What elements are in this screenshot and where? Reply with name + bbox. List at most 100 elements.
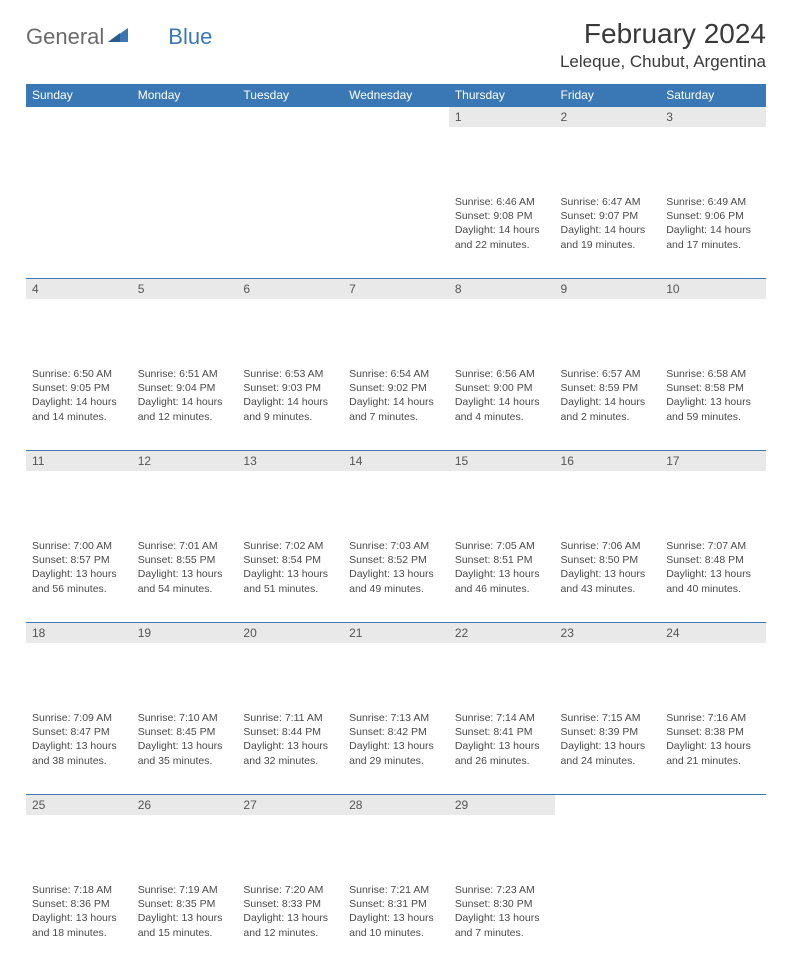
week-body-row: Sunrise: 6:46 AMSunset: 9:08 PMDaylight:… [26,192,766,278]
day-number-cell: 5 [132,278,238,364]
day-body-cell: Sunrise: 7:19 AMSunset: 8:35 PMDaylight:… [132,880,238,966]
day-number: 23 [555,622,661,643]
day-body-cell: Sunrise: 7:11 AMSunset: 8:44 PMDaylight:… [237,708,343,794]
day-number-cell: 9 [555,278,661,364]
day-body-cell: Sunrise: 7:23 AMSunset: 8:30 PMDaylight:… [449,880,555,966]
day-number: 27 [237,794,343,815]
day-body-cell [660,880,766,966]
week-number-row: 123 [26,106,766,192]
day-body: Sunrise: 7:23 AMSunset: 8:30 PMDaylight:… [449,880,555,946]
day-body: Sunrise: 6:57 AMSunset: 8:59 PMDaylight:… [555,364,661,430]
day-number-cell: 1 [449,106,555,192]
day-number-cell: 7 [343,278,449,364]
day-number: 24 [660,622,766,643]
day-number-cell: 11 [26,450,132,536]
day-header: Thursday [449,84,555,106]
day-body-cell: Sunrise: 6:53 AMSunset: 9:03 PMDaylight:… [237,364,343,450]
day-number-cell: 8 [449,278,555,364]
day-body: Sunrise: 6:58 AMSunset: 8:58 PMDaylight:… [660,364,766,430]
day-number-cell: 17 [660,450,766,536]
day-number-cell: 25 [26,794,132,880]
day-body-cell: Sunrise: 6:47 AMSunset: 9:07 PMDaylight:… [555,192,661,278]
day-body: Sunrise: 7:20 AMSunset: 8:33 PMDaylight:… [237,880,343,946]
day-number: 13 [237,450,343,471]
day-number [237,106,343,127]
day-number: 17 [660,450,766,471]
day-number-cell: 22 [449,622,555,708]
day-body: Sunrise: 7:16 AMSunset: 8:38 PMDaylight:… [660,708,766,774]
day-body: Sunrise: 7:21 AMSunset: 8:31 PMDaylight:… [343,880,449,946]
day-number: 25 [26,794,132,815]
day-number: 20 [237,622,343,643]
day-body-cell: Sunrise: 7:18 AMSunset: 8:36 PMDaylight:… [26,880,132,966]
day-number-cell: 23 [555,622,661,708]
day-body-cell: Sunrise: 7:01 AMSunset: 8:55 PMDaylight:… [132,536,238,622]
day-body: Sunrise: 7:11 AMSunset: 8:44 PMDaylight:… [237,708,343,774]
day-number-cell: 16 [555,450,661,536]
day-body: Sunrise: 7:02 AMSunset: 8:54 PMDaylight:… [237,536,343,602]
day-number-cell [237,106,343,192]
header: General Blue February 2024 Leleque, Chub… [26,18,766,72]
day-number: 3 [660,106,766,127]
day-number-cell: 21 [343,622,449,708]
day-number-cell: 6 [237,278,343,364]
day-body-cell: Sunrise: 6:54 AMSunset: 9:02 PMDaylight:… [343,364,449,450]
day-number-cell: 26 [132,794,238,880]
day-number-cell: 12 [132,450,238,536]
day-number-cell [26,106,132,192]
day-number [660,794,766,815]
day-body-cell [555,880,661,966]
day-number-cell [660,794,766,880]
week-number-row: 11121314151617 [26,450,766,536]
logo-text-blue: Blue [168,24,212,50]
week-number-row: 2526272829 [26,794,766,880]
day-body: Sunrise: 6:49 AMSunset: 9:06 PMDaylight:… [660,192,766,258]
day-header: Sunday [26,84,132,106]
day-number: 4 [26,278,132,299]
day-number-cell: 15 [449,450,555,536]
day-body-cell: Sunrise: 7:10 AMSunset: 8:45 PMDaylight:… [132,708,238,794]
day-number: 6 [237,278,343,299]
day-number [343,106,449,127]
day-body-cell: Sunrise: 7:09 AMSunset: 8:47 PMDaylight:… [26,708,132,794]
week-body-row: Sunrise: 7:18 AMSunset: 8:36 PMDaylight:… [26,880,766,966]
day-body: Sunrise: 6:47 AMSunset: 9:07 PMDaylight:… [555,192,661,258]
day-body: Sunrise: 7:01 AMSunset: 8:55 PMDaylight:… [132,536,238,602]
day-number: 14 [343,450,449,471]
day-body: Sunrise: 6:54 AMSunset: 9:02 PMDaylight:… [343,364,449,430]
day-number-cell: 18 [26,622,132,708]
day-number: 9 [555,278,661,299]
day-number-cell: 4 [26,278,132,364]
day-body: Sunrise: 7:06 AMSunset: 8:50 PMDaylight:… [555,536,661,602]
day-body: Sunrise: 7:09 AMSunset: 8:47 PMDaylight:… [26,708,132,774]
day-number: 11 [26,450,132,471]
day-number-cell: 3 [660,106,766,192]
day-body-cell: Sunrise: 6:51 AMSunset: 9:04 PMDaylight:… [132,364,238,450]
day-number: 8 [449,278,555,299]
day-body: Sunrise: 7:19 AMSunset: 8:35 PMDaylight:… [132,880,238,946]
day-body-cell [132,192,238,278]
day-number: 26 [132,794,238,815]
day-body-cell: Sunrise: 6:49 AMSunset: 9:06 PMDaylight:… [660,192,766,278]
day-body: Sunrise: 7:15 AMSunset: 8:39 PMDaylight:… [555,708,661,774]
day-number-cell [343,106,449,192]
day-number-cell: 19 [132,622,238,708]
day-number-cell: 2 [555,106,661,192]
day-body-cell: Sunrise: 7:15 AMSunset: 8:39 PMDaylight:… [555,708,661,794]
day-body-cell [343,192,449,278]
day-number-cell [132,106,238,192]
month-title: February 2024 [560,18,766,50]
day-header: Friday [555,84,661,106]
day-body-cell: Sunrise: 7:05 AMSunset: 8:51 PMDaylight:… [449,536,555,622]
day-body: Sunrise: 7:10 AMSunset: 8:45 PMDaylight:… [132,708,238,774]
day-header: Saturday [660,84,766,106]
day-body: Sunrise: 6:46 AMSunset: 9:08 PMDaylight:… [449,192,555,258]
day-number-cell: 27 [237,794,343,880]
title-block: February 2024 Leleque, Chubut, Argentina [560,18,766,72]
day-number: 7 [343,278,449,299]
day-body: Sunrise: 7:14 AMSunset: 8:41 PMDaylight:… [449,708,555,774]
day-body-cell [26,192,132,278]
day-body-cell: Sunrise: 7:07 AMSunset: 8:48 PMDaylight:… [660,536,766,622]
logo: General Blue [26,24,212,50]
day-number: 28 [343,794,449,815]
